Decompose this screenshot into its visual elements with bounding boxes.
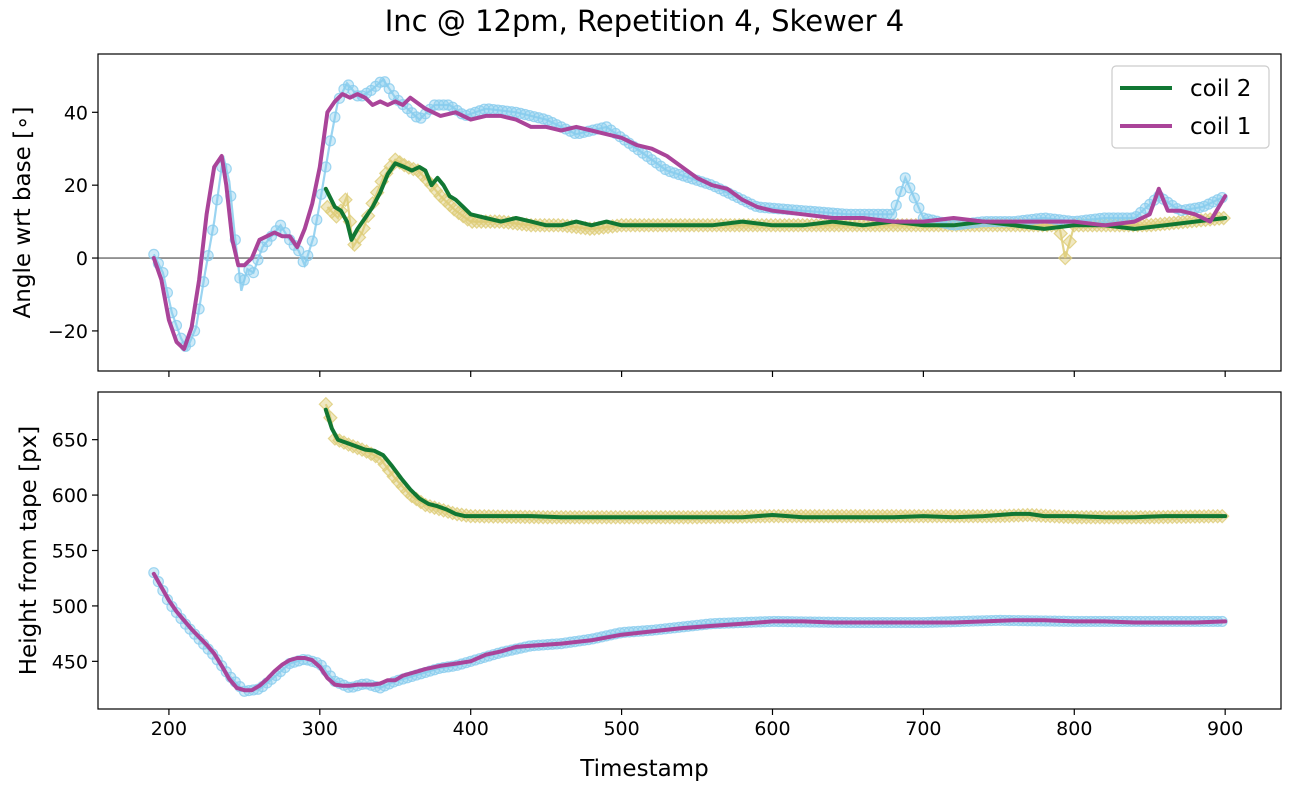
raw-point bbox=[207, 224, 219, 236]
raw-markers-coil-1 bbox=[148, 76, 1228, 353]
x-tick-label: 700 bbox=[905, 718, 941, 740]
y-tick-label: 500 bbox=[52, 596, 88, 618]
raw-point bbox=[311, 214, 323, 226]
height-panel: 200 300 400 500 600 700 800 900 450 500 550 600 650 H… bbox=[16, 391, 1282, 740]
y-tick-label: 0 bbox=[76, 248, 88, 270]
angle-panel: −20 0 20 40 Angle wrt base [∘] coil 2 coil 1 bbox=[10, 53, 1282, 377]
axes-frame bbox=[97, 53, 1282, 372]
raw-point bbox=[890, 199, 902, 211]
raw-markers-coil-2 bbox=[318, 396, 1230, 525]
chart-title: Inc @ 12pm, Repetition 4, Skewer 4 bbox=[384, 4, 905, 38]
raw-point bbox=[428, 183, 444, 198]
raw-point bbox=[908, 192, 920, 204]
raw-point bbox=[1053, 226, 1069, 241]
raw-line-coil-2 bbox=[324, 403, 1226, 519]
x-tick-label: 800 bbox=[1056, 718, 1092, 740]
raw-point bbox=[338, 192, 353, 208]
x-axis-label: Timestamp bbox=[580, 756, 709, 782]
series-line-coil-1 bbox=[151, 92, 1228, 352]
y-axis-label: Angle wrt base [∘] bbox=[10, 107, 36, 319]
y-tick-label: 600 bbox=[52, 485, 88, 507]
y-tick-label: 650 bbox=[52, 430, 88, 452]
raw-point bbox=[324, 135, 336, 147]
x-tick-label: 300 bbox=[302, 718, 338, 740]
legend-label: coil 1 bbox=[1190, 114, 1251, 140]
raw-line-coil-1 bbox=[152, 77, 1226, 352]
raw-markers-coil-1 bbox=[148, 567, 1228, 697]
x-tick-label: 500 bbox=[603, 718, 639, 740]
raw-point bbox=[211, 194, 223, 206]
raw-point bbox=[913, 202, 925, 214]
raw-point bbox=[904, 182, 916, 194]
raw-point bbox=[247, 267, 260, 279]
raw-line-coil-1 bbox=[152, 572, 1226, 693]
raw-point bbox=[252, 254, 264, 266]
y-tick-label: 20 bbox=[64, 175, 88, 197]
y-tick-label: 450 bbox=[52, 651, 88, 673]
raw-point bbox=[302, 250, 314, 262]
x-tick-label: 200 bbox=[151, 718, 187, 740]
plot-area bbox=[148, 396, 1230, 697]
raw-point bbox=[451, 205, 466, 221]
raw-point bbox=[320, 161, 332, 173]
raw-point bbox=[306, 235, 318, 247]
raw-point bbox=[899, 172, 911, 184]
raw-point bbox=[1057, 250, 1073, 266]
y-tick-label: 550 bbox=[52, 541, 88, 563]
y-tick-label: 40 bbox=[64, 102, 88, 124]
x-tick-label: 900 bbox=[1207, 718, 1243, 740]
raw-point bbox=[329, 111, 341, 123]
raw-point bbox=[1062, 234, 1078, 249]
series-line-coil-2 bbox=[323, 161, 1228, 242]
legend: coil 2 coil 1 bbox=[1111, 65, 1270, 149]
y-tick-label: −20 bbox=[48, 321, 88, 343]
raw-point bbox=[886, 208, 898, 220]
raw-point bbox=[202, 250, 214, 262]
series-line-coil-1 bbox=[151, 571, 1228, 693]
plot-area bbox=[98, 76, 1281, 353]
axes-frame bbox=[97, 391, 1282, 710]
series-line-coil-2 bbox=[323, 407, 1228, 520]
y-axis-label: Height from tape [px] bbox=[16, 426, 42, 676]
x-tick-label: 400 bbox=[453, 718, 489, 740]
raw-point bbox=[510, 216, 525, 231]
raw-point bbox=[238, 274, 250, 286]
x-tick-label: 600 bbox=[754, 718, 790, 740]
legend-label: coil 2 bbox=[1190, 76, 1251, 102]
